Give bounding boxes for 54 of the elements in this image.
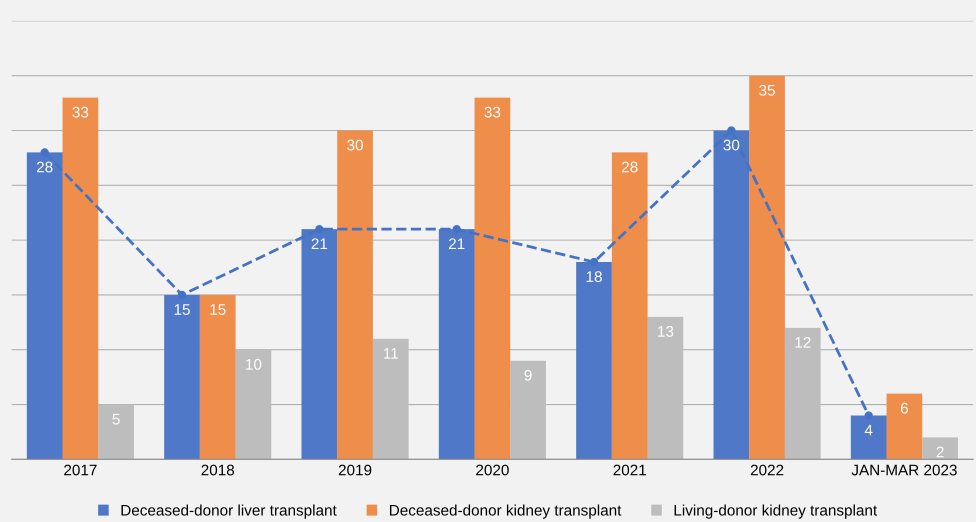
bar — [510, 360, 546, 460]
x-tick-label: 2021 — [614, 464, 646, 476]
data-label: 30 — [723, 140, 740, 150]
bar — [474, 98, 510, 460]
data-label: 21 — [312, 238, 328, 249]
bar — [850, 416, 887, 460]
bar — [612, 152, 648, 460]
bar — [62, 98, 98, 460]
x-tick-label: 2022 — [750, 464, 784, 476]
bar — [337, 130, 373, 460]
data-label: 13 — [658, 326, 674, 337]
data-label: 33 — [72, 106, 88, 118]
data-label: 6 — [900, 402, 908, 414]
data-label: 30 — [347, 140, 363, 150]
data-label: 21 — [448, 238, 464, 249]
point — [590, 258, 598, 266]
point — [40, 148, 49, 157]
data-label: 28 — [622, 162, 638, 172]
data-label: 35 — [759, 84, 775, 96]
x-tick-label: 2019 — [338, 464, 372, 476]
data-label: 33 — [484, 106, 500, 118]
data-label: 12 — [795, 336, 811, 348]
data-label: 28 — [36, 162, 53, 172]
bar — [886, 394, 922, 460]
point — [178, 290, 186, 300]
legend-label: Deceased-donor kidney transplant — [390, 504, 622, 519]
bar — [372, 338, 409, 460]
bar — [749, 76, 785, 460]
point — [864, 411, 873, 420]
x-tick-label: 2018 — [201, 464, 234, 476]
bar — [236, 350, 272, 460]
point — [315, 224, 324, 234]
legend-label: Living-donor kidney transplant — [674, 504, 878, 519]
data-label: 18 — [586, 271, 602, 282]
point — [727, 126, 736, 135]
legend-label: Deceased-donor liver transplant — [121, 504, 337, 519]
bar — [648, 316, 684, 460]
bar — [784, 328, 821, 460]
bar — [164, 294, 200, 460]
data-label: 11 — [384, 348, 398, 359]
data-label: 15 — [210, 304, 226, 315]
bar — [922, 437, 958, 460]
point — [452, 224, 461, 234]
x-tick-label: JAN-MAR 2023 — [852, 464, 957, 476]
bar — [98, 404, 134, 460]
bar — [200, 294, 236, 460]
data-label: 5 — [112, 414, 120, 425]
data-label: 10 — [246, 358, 262, 370]
data-label: 2 — [936, 446, 944, 458]
data-label: 9 — [524, 370, 532, 381]
x-tick-label: 2020 — [476, 464, 509, 476]
data-label: 15 — [174, 304, 190, 315]
x-tick-label: 2017 — [64, 464, 97, 476]
data-label: 4 — [864, 424, 872, 436]
